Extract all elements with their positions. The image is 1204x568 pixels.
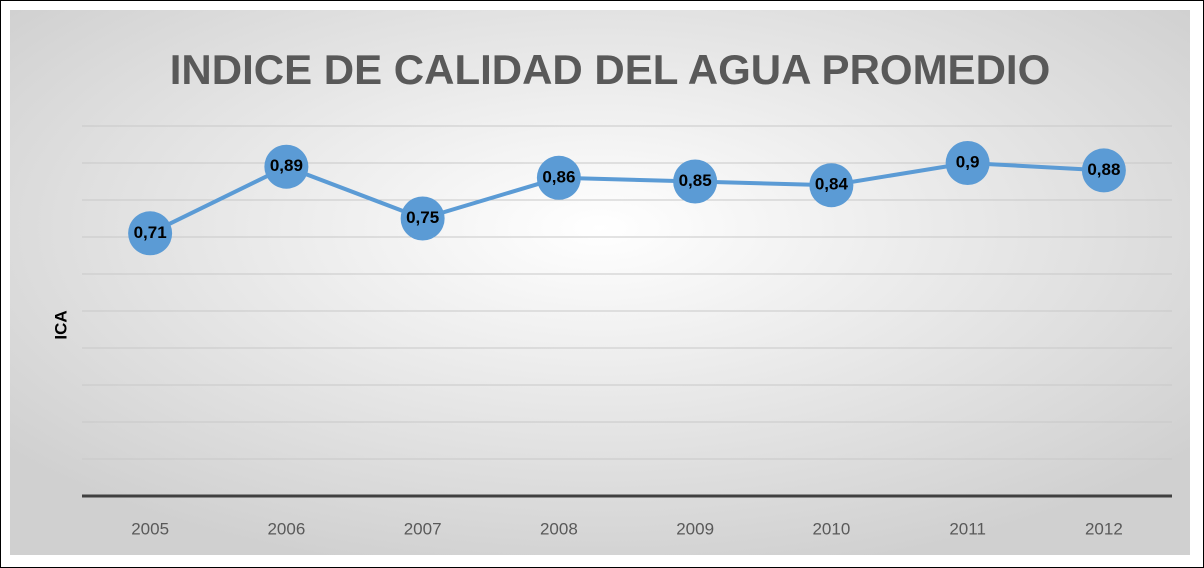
data-label: 0,9 — [956, 152, 980, 171]
x-tick-label: 2005 — [131, 519, 169, 538]
data-label: 0,84 — [815, 175, 849, 194]
marker — [673, 159, 718, 204]
data-label: 0,86 — [542, 167, 575, 186]
data-label: 0,71 — [134, 223, 167, 242]
marker — [128, 211, 173, 256]
x-tick-label: 2007 — [404, 519, 442, 538]
y-axis-label: ICA — [51, 310, 70, 339]
marker — [809, 163, 854, 208]
marker — [945, 141, 990, 185]
marker — [536, 155, 581, 200]
data-label: 0,89 — [270, 156, 303, 175]
x-tick-label: 2006 — [267, 519, 305, 538]
x-tick-label: 2009 — [676, 519, 714, 538]
marker — [264, 144, 309, 189]
x-tick-label: 2012 — [1085, 519, 1123, 538]
chart-area — [10, 10, 1190, 555]
marker — [1081, 148, 1126, 193]
data-label: 0,85 — [679, 171, 712, 190]
marker — [400, 196, 445, 241]
data-label: 0,88 — [1087, 160, 1120, 179]
chart-title: INDICE DE CALIDAD DEL AGUA PROMEDIO — [170, 46, 1050, 93]
x-tick-label: 2008 — [540, 519, 578, 538]
data-label: 0,75 — [406, 208, 439, 227]
x-tick-label: 2010 — [812, 519, 850, 538]
x-tick-label: 2011 — [949, 519, 986, 538]
series-line — [149, 160, 1104, 236]
